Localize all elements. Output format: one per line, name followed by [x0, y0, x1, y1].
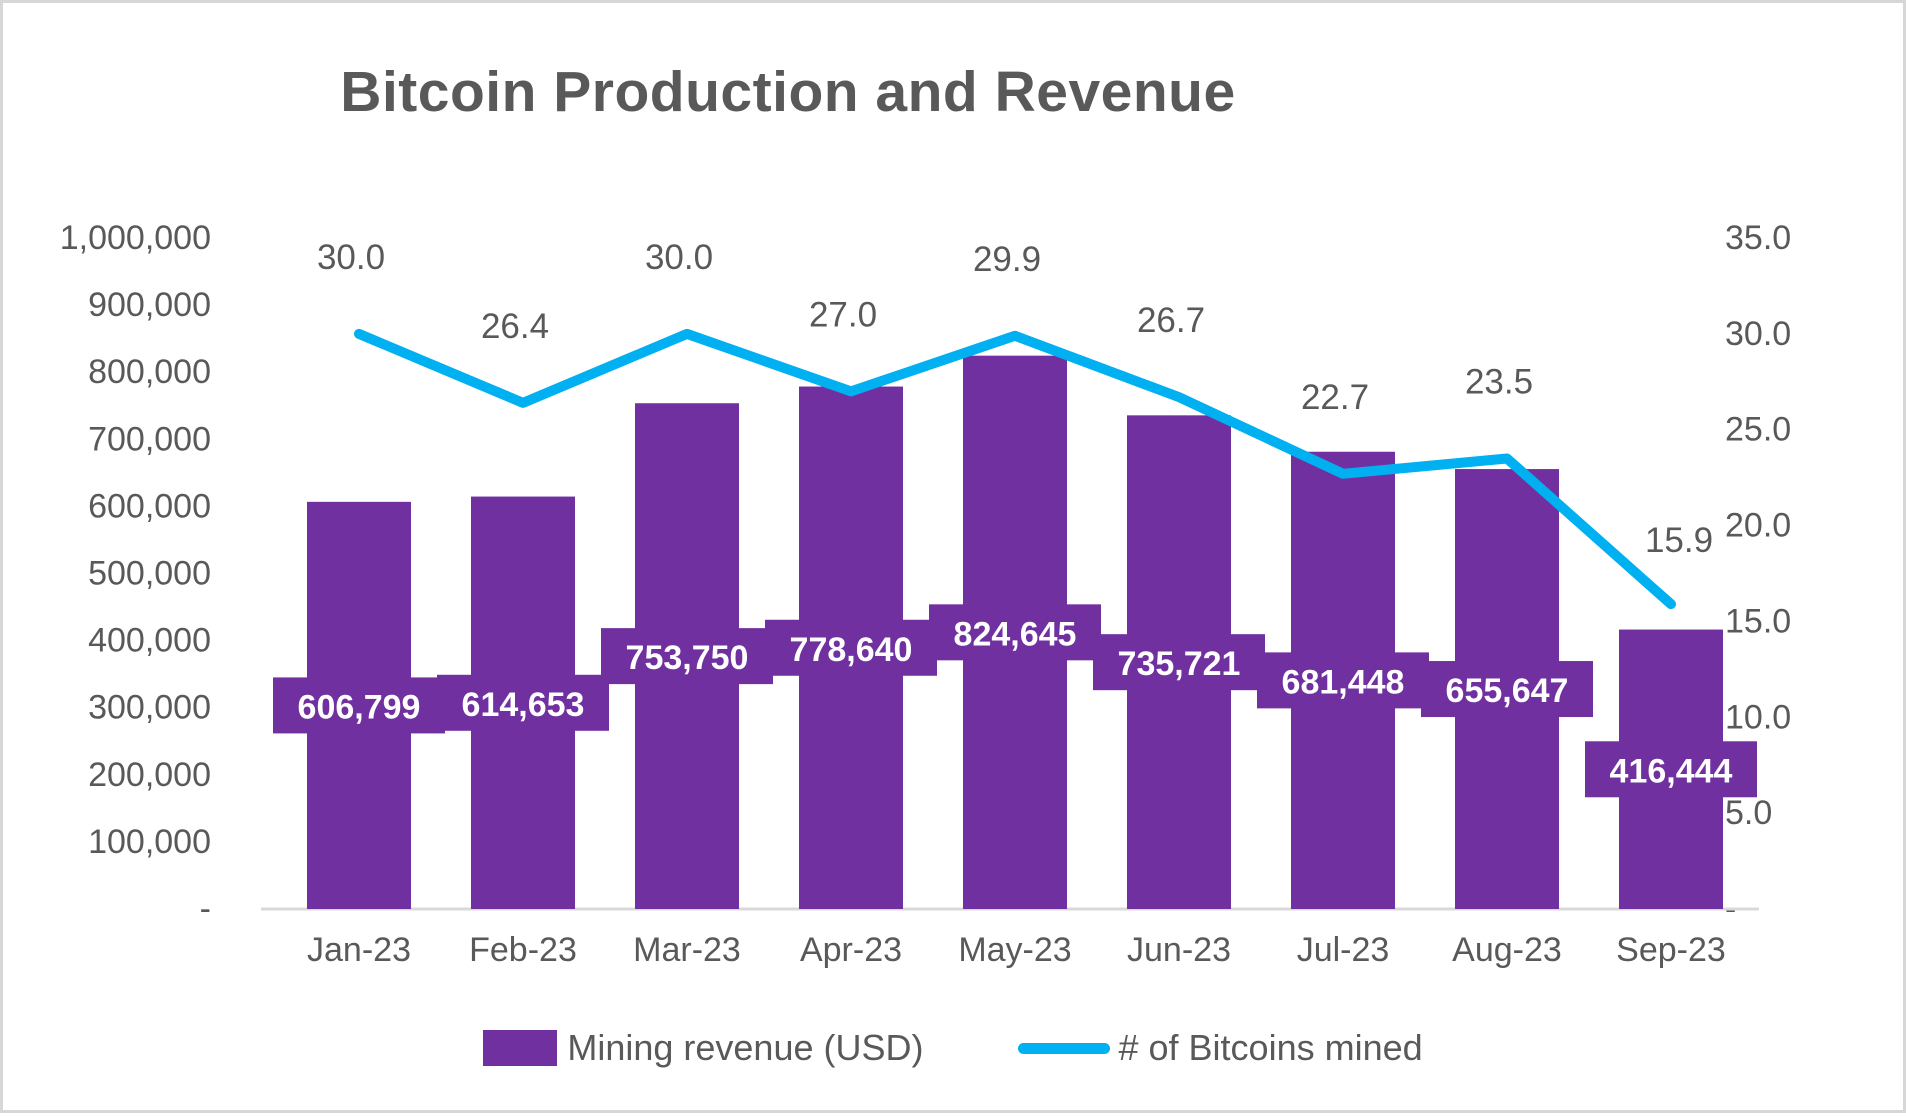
legend-label-bitcoins-mined: # of Bitcoins mined	[1118, 1027, 1423, 1068]
line-value-label: 30.0	[317, 238, 385, 277]
bar-value-label: 655,647	[1446, 672, 1569, 710]
line-value-label: 27.0	[809, 295, 877, 334]
y-axis-left-tick: 1,000,000	[60, 219, 211, 257]
y-axis-right-tick: 30.0	[1725, 315, 1791, 353]
y-axis-right-tick: 5.0	[1725, 794, 1772, 832]
y-axis-left-tick: 500,000	[88, 555, 211, 593]
bar-value-label: 681,448	[1282, 663, 1405, 701]
y-axis-left-tick: 800,000	[88, 353, 211, 391]
x-axis-label-May-23: May-23	[958, 931, 1071, 969]
bar-value-label: 614,653	[462, 686, 585, 724]
line-value-label: 15.9	[1645, 521, 1713, 560]
bar-value-label-box	[1093, 634, 1265, 691]
bitcoins-mined-line	[354, 328, 1676, 610]
bar-value-label-box	[437, 674, 609, 731]
line-value-label: 29.9	[973, 240, 1041, 279]
bar-value-label-box	[1421, 661, 1593, 718]
bar-value-label-box	[1257, 652, 1429, 709]
combo-chart-plot: 1,000,000 900,000 800,000 700,000 600,000 500…	[60, 219, 1791, 969]
y-axis-left-tick: 600,000	[88, 487, 211, 525]
legend-item-mining-revenue: Mining revenue (USD)	[483, 1027, 923, 1069]
x-axis-label-Apr-23: Apr-23	[800, 931, 902, 969]
x-axis-label-Feb-23: Feb-23	[469, 931, 577, 969]
bar-value-label-box	[765, 619, 937, 676]
x-axis-label-Sep-23: Sep-23	[1616, 931, 1726, 969]
y-axis-left-tick: 300,000	[88, 689, 211, 727]
y-axis-right-tick: 15.0	[1725, 602, 1791, 640]
bar-value-label: 416,444	[1610, 752, 1733, 790]
line-value-label: 23.5	[1465, 362, 1533, 401]
y-axis-left-tick: 900,000	[88, 286, 211, 324]
x-axis-label-Aug-23: Aug-23	[1452, 931, 1562, 969]
bar-value-label-box	[929, 604, 1101, 661]
chart-title: Bitcoin Production and Revenue	[340, 60, 1236, 124]
x-axis-label-Jan-23: Jan-23	[307, 931, 411, 969]
bar-value-label: 824,645	[954, 615, 1077, 653]
y-axis-right-tick: 35.0	[1725, 219, 1791, 257]
line-series-swatch-icon	[1018, 1042, 1111, 1054]
x-axis-label-Jul-23: Jul-23	[1297, 931, 1390, 969]
x-axis-label-Mar-23: Mar-23	[633, 931, 741, 969]
y-axis-left-tick: 100,000	[88, 823, 211, 861]
y-axis-left-tick: 400,000	[88, 622, 211, 660]
y-axis-right-tick: 25.0	[1725, 411, 1791, 449]
legend-label-mining-revenue: Mining revenue (USD)	[567, 1027, 924, 1068]
bar-value-label: 606,799	[298, 688, 421, 726]
bar-value-label-box	[601, 628, 773, 685]
y-axis-left-tick: 700,000	[88, 420, 211, 458]
chart-legend: Mining revenue (USD) # of Bitcoins mined	[3, 1027, 1903, 1069]
line-value-label: 22.7	[1301, 378, 1369, 417]
line-value-label: 26.7	[1137, 301, 1205, 340]
y-axis-right-tick: 20.0	[1725, 507, 1791, 545]
line-value-label: 26.4	[481, 307, 549, 346]
bar-value-label: 753,750	[626, 639, 749, 677]
legend-item-bitcoins-mined: # of Bitcoins mined	[1018, 1027, 1423, 1069]
y-axis-right-tick: 10.0	[1725, 698, 1791, 736]
y-axis-left-tick: -	[200, 890, 211, 928]
y-axis-left-tick: 200,000	[88, 756, 211, 794]
bar-value-label: 778,640	[790, 631, 913, 669]
bar-value-label: 735,721	[1118, 645, 1241, 683]
bar-value-label-box	[1585, 741, 1757, 798]
line-value-label: 30.0	[645, 238, 713, 277]
bar-value-label-box	[273, 677, 445, 734]
bar-series-swatch-icon	[483, 1030, 558, 1066]
x-axis-label-Jun-23: Jun-23	[1127, 931, 1231, 969]
